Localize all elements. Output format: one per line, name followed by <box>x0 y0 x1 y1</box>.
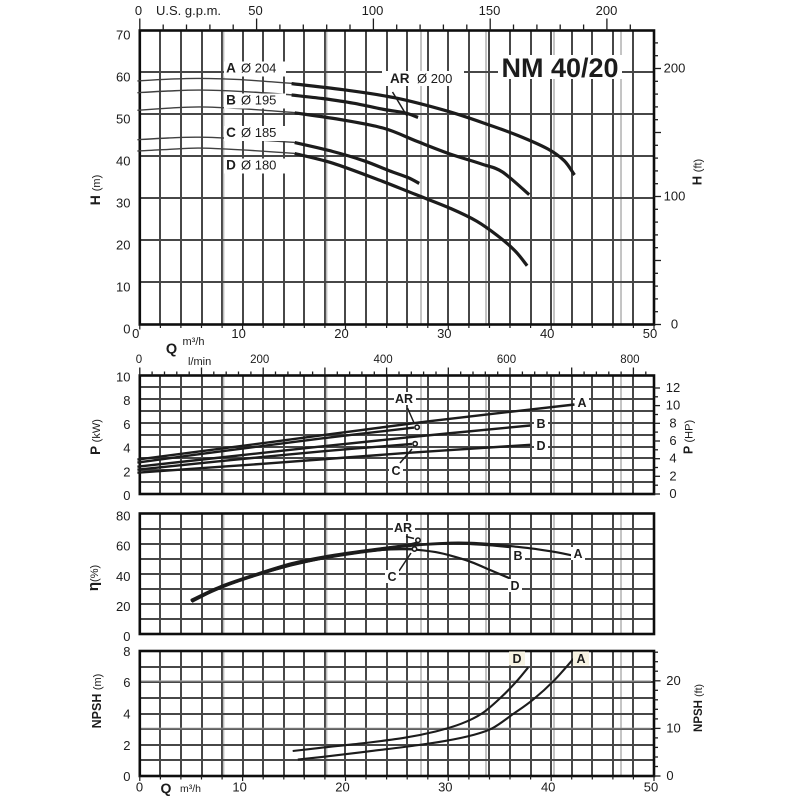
svg-text:C: C <box>387 570 396 584</box>
svg-text:6: 6 <box>123 417 130 432</box>
svg-text:η(%): η(%) <box>85 565 102 591</box>
svg-text:40: 40 <box>116 569 130 584</box>
svg-text:6: 6 <box>123 675 130 690</box>
svg-text:B: B <box>226 93 236 108</box>
svg-text:U.S. g.p.m.: U.S. g.p.m. <box>156 3 221 18</box>
svg-text:800: 800 <box>620 354 639 366</box>
svg-text:400: 400 <box>374 354 393 366</box>
svg-text:m³/h: m³/h <box>183 336 205 348</box>
svg-text:10: 10 <box>231 326 245 341</box>
svg-text:0: 0 <box>135 3 142 18</box>
svg-text:Ø 180: Ø 180 <box>241 158 276 173</box>
svg-text:10: 10 <box>666 720 680 735</box>
svg-text:10: 10 <box>116 370 130 385</box>
svg-text:30: 30 <box>437 326 451 341</box>
svg-text:Ø 204: Ø 204 <box>241 61 276 76</box>
svg-text:4: 4 <box>669 451 676 466</box>
svg-text:Ø 195: Ø 195 <box>241 93 276 108</box>
svg-text:4: 4 <box>123 707 130 722</box>
svg-text:40: 40 <box>540 326 554 341</box>
svg-text:D: D <box>536 439 545 453</box>
svg-text:2: 2 <box>669 468 676 483</box>
svg-text:A: A <box>226 61 236 76</box>
svg-text:100: 100 <box>362 3 384 18</box>
svg-text:200: 200 <box>596 3 618 18</box>
svg-text:150: 150 <box>479 3 501 18</box>
svg-text:0: 0 <box>669 486 676 501</box>
svg-text:0: 0 <box>136 780 143 795</box>
svg-text:0: 0 <box>132 326 139 341</box>
svg-text:12: 12 <box>666 380 680 395</box>
svg-text:20: 20 <box>666 673 680 688</box>
svg-text:0: 0 <box>123 769 130 784</box>
svg-text:60: 60 <box>116 70 130 85</box>
svg-text:A: A <box>577 396 586 410</box>
svg-text:30: 30 <box>438 780 452 795</box>
svg-text:8: 8 <box>669 415 676 430</box>
svg-text:NPSH (ft): NPSH (ft) <box>693 684 705 732</box>
svg-text:40: 40 <box>541 780 555 795</box>
svg-text:0: 0 <box>123 322 130 337</box>
svg-text:A: A <box>573 547 582 561</box>
svg-text:4: 4 <box>123 441 130 456</box>
svg-text:80: 80 <box>116 509 130 524</box>
svg-text:20: 20 <box>335 780 349 795</box>
svg-text:AR: AR <box>394 521 412 535</box>
svg-text:Ø 200: Ø 200 <box>417 71 452 86</box>
svg-text:Q: Q <box>166 342 177 358</box>
svg-text:10: 10 <box>666 398 680 413</box>
svg-text:A: A <box>576 652 585 666</box>
svg-text:AR: AR <box>395 392 413 406</box>
svg-text:D: D <box>226 158 236 173</box>
svg-text:P (HP): P (HP) <box>682 420 696 454</box>
svg-text:D: D <box>512 652 521 666</box>
svg-text:30: 30 <box>116 196 130 211</box>
svg-text:2: 2 <box>123 464 130 479</box>
svg-text:l/min: l/min <box>188 356 211 368</box>
svg-text:8: 8 <box>123 393 130 408</box>
svg-text:NM 40/20: NM 40/20 <box>501 53 618 83</box>
svg-text:0: 0 <box>666 768 673 783</box>
svg-text:B: B <box>513 549 522 563</box>
svg-text:50: 50 <box>116 112 130 127</box>
svg-text:C: C <box>226 125 236 140</box>
svg-text:0: 0 <box>123 629 130 644</box>
svg-text:B: B <box>536 417 545 431</box>
svg-text:8: 8 <box>123 644 130 659</box>
svg-text:10: 10 <box>232 780 246 795</box>
svg-text:Ø 185: Ø 185 <box>241 125 276 140</box>
svg-text:60: 60 <box>116 539 130 554</box>
svg-text:2: 2 <box>123 738 130 753</box>
svg-text:200: 200 <box>250 354 269 366</box>
svg-text:100: 100 <box>664 189 686 204</box>
svg-text:50: 50 <box>643 326 657 341</box>
svg-text:NPSH (m): NPSH (m) <box>90 674 104 729</box>
svg-text:0: 0 <box>136 354 142 366</box>
svg-text:AR: AR <box>390 71 410 86</box>
svg-text:m³/h: m³/h <box>180 783 201 795</box>
svg-text:70: 70 <box>116 28 130 43</box>
svg-text:0: 0 <box>671 317 678 332</box>
svg-text:P (kW): P (kW) <box>88 419 103 455</box>
svg-text:D: D <box>510 579 519 593</box>
svg-text:200: 200 <box>664 61 686 76</box>
svg-text:20: 20 <box>334 326 348 341</box>
svg-text:20: 20 <box>116 599 130 614</box>
svg-text:50: 50 <box>644 780 658 795</box>
svg-text:600: 600 <box>497 354 516 366</box>
svg-text:50: 50 <box>248 3 262 18</box>
svg-text:6: 6 <box>669 433 676 448</box>
svg-text:20: 20 <box>116 238 130 253</box>
svg-text:10: 10 <box>116 280 130 295</box>
svg-text:C: C <box>391 464 400 478</box>
svg-text:40: 40 <box>116 154 130 169</box>
svg-text:Q: Q <box>161 780 172 796</box>
svg-text:H (m): H (m) <box>87 175 103 206</box>
svg-text:0: 0 <box>123 488 130 503</box>
svg-text:H (ft): H (ft) <box>690 159 705 185</box>
